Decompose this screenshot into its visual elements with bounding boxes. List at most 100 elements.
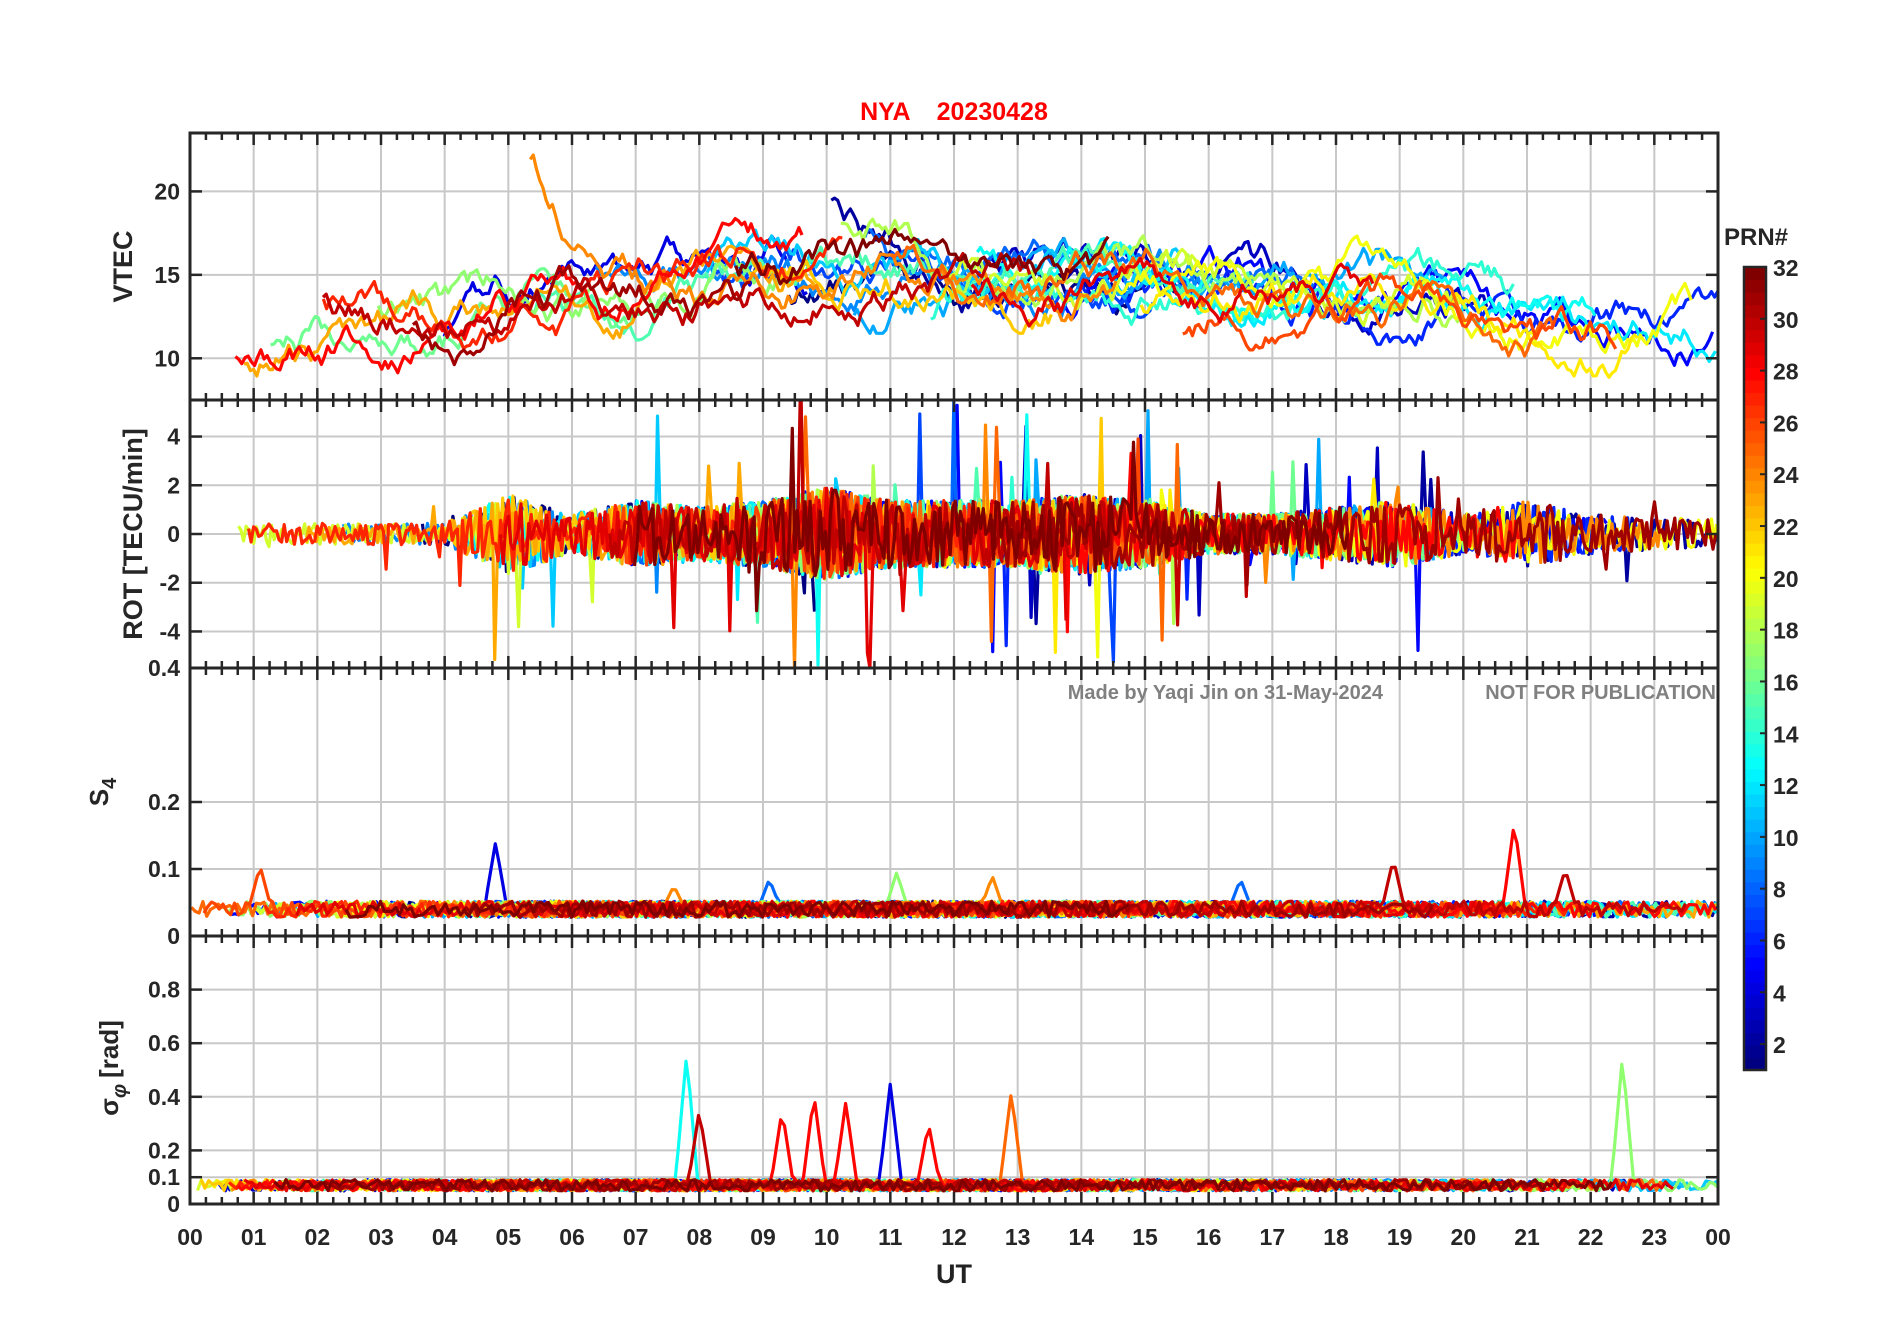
series-prn-32: [344, 899, 1131, 919]
colorbar-segment: [1744, 292, 1766, 306]
colorbar-segment: [1744, 957, 1766, 971]
colorbar-tick-label: 12: [1773, 773, 1799, 799]
panel-series: [237, 400, 1718, 668]
watermark-author: Made by Yaqi Jin on 31-May-2024: [1068, 682, 1384, 704]
colorbar-label: PRN#: [1724, 224, 1788, 251]
title-date: 20230428: [937, 98, 1048, 126]
y-tick-label: -4: [160, 618, 181, 644]
colorbar-segment: [1744, 1057, 1766, 1071]
colorbar-segment: [1744, 455, 1766, 469]
colorbar-segment: [1744, 442, 1766, 456]
series-prn-27: [246, 490, 997, 587]
series-prn-2: [830, 196, 1120, 314]
colorbar-segment: [1744, 681, 1766, 695]
panel-vtec: 10 15 20 VTEC: [108, 131, 1720, 402]
y-tick-label: 0.4: [148, 655, 180, 681]
colorbar-segment: [1744, 405, 1766, 419]
x-tick-label: 18: [1323, 1224, 1349, 1250]
y-tick-label: 0: [167, 923, 180, 949]
series-prn-20: [1113, 234, 1693, 354]
colorbar-segment: [1744, 555, 1766, 569]
x-tick-label: 10: [814, 1224, 840, 1250]
series-prn-26: [1182, 272, 1618, 352]
x-tick-label: 21: [1514, 1224, 1540, 1250]
colorbar-segment: [1744, 530, 1766, 544]
colorbar-tick-label: 22: [1773, 514, 1799, 540]
y-tick-label: 0: [167, 521, 180, 547]
colorbar-segment: [1744, 668, 1766, 682]
colorbar-segment: [1744, 342, 1766, 356]
x-tick-label: 16: [1196, 1224, 1222, 1250]
x-tick-label: 23: [1642, 1224, 1668, 1250]
colorbar-segment: [1744, 806, 1766, 820]
x-tick-label: 08: [687, 1224, 713, 1250]
x-tick-label: 09: [750, 1224, 776, 1250]
colorbar-segment: [1744, 919, 1766, 933]
x-tick-label: 06: [559, 1224, 585, 1250]
colorbar-segment: [1744, 580, 1766, 594]
series-prn-29: [970, 256, 1375, 328]
y-tick-label: 0.4: [148, 1084, 180, 1110]
panel-grid: [190, 668, 1718, 936]
x-tick-label: 15: [1132, 1224, 1158, 1250]
colorbar-segment: [1744, 994, 1766, 1008]
colorbar-segment: [1744, 379, 1766, 394]
colorbar-segment: [1744, 844, 1766, 858]
colorbar-tick-label: 14: [1773, 721, 1799, 747]
series-prn-30: [515, 865, 1687, 919]
colorbar-segment: [1744, 781, 1766, 795]
title-station: NYA: [860, 98, 911, 126]
colorbar-segment: [1744, 568, 1766, 582]
y-label-main: S: [84, 789, 114, 806]
colorbar-segment: [1744, 630, 1766, 645]
colorbar-tick-label: 16: [1773, 669, 1799, 695]
colorbar-segment: [1744, 304, 1766, 318]
y-tick-label: 0.2: [148, 789, 180, 815]
colorbar-tick-label: 10: [1773, 825, 1799, 851]
colorbar-segment: [1744, 931, 1766, 946]
colorbar-tick-label: 4: [1773, 980, 1786, 1006]
colorbar-tick-label: 32: [1773, 255, 1799, 281]
x-axis: 00 01 02 03 04 05 06 07 08 09 10 11 12 13 14 15 16 17 18 19…: [177, 1224, 1731, 1250]
x-tick-label: 00: [1705, 1224, 1731, 1250]
colorbar-segment: [1744, 768, 1766, 783]
colorbar-segment: [1744, 693, 1766, 707]
x-tick-label: 01: [241, 1224, 267, 1250]
y-tick-label: 2: [167, 472, 180, 498]
panel-s4: 0 0.1 0.2 0.4 S4: [84, 655, 1720, 949]
colorbar-segment: [1744, 756, 1766, 770]
panel-series: [190, 828, 1718, 919]
colorbar-segment: [1744, 655, 1766, 670]
colorbar-segment: [1744, 354, 1766, 368]
colorbar-segment: [1744, 856, 1766, 870]
colorbar-segment: [1744, 367, 1766, 381]
colorbar-tick-label: 24: [1773, 462, 1799, 488]
colorbar-segment: [1744, 1019, 1766, 1033]
colorbar-segment: [1744, 467, 1766, 481]
series-prn-17: [376, 254, 791, 323]
colorbar-tick-label: 26: [1773, 410, 1799, 436]
colorbar-segment: [1744, 392, 1766, 406]
x-tick-label: 05: [496, 1224, 522, 1250]
x-tick-label: 00: [177, 1224, 203, 1250]
colorbar-segment: [1744, 969, 1766, 983]
colorbar-segment: [1744, 743, 1766, 757]
x-tick-label: 07: [623, 1224, 649, 1250]
x-tick-label: 22: [1578, 1224, 1604, 1250]
panel-ticks: [188, 936, 1720, 1204]
series-prn-31: [411, 264, 751, 367]
colorbar-segment: [1744, 643, 1766, 657]
colorbar-segment: [1744, 819, 1766, 833]
y-tick-label: 0.1: [148, 1164, 180, 1190]
series-prn-32: [734, 227, 1110, 286]
x-tick-label: 11: [878, 1224, 903, 1250]
colorbar-segment: [1744, 881, 1766, 895]
y-axis-label: S4: [84, 777, 121, 806]
colorbar-segment: [1744, 480, 1766, 494]
panel-series: [234, 153, 1718, 379]
x-tick-label: 04: [432, 1224, 458, 1250]
colorbar-segment: [1744, 618, 1766, 632]
x-tick-label: 17: [1260, 1224, 1286, 1250]
colorbar-frame: [1742, 265, 1768, 1072]
